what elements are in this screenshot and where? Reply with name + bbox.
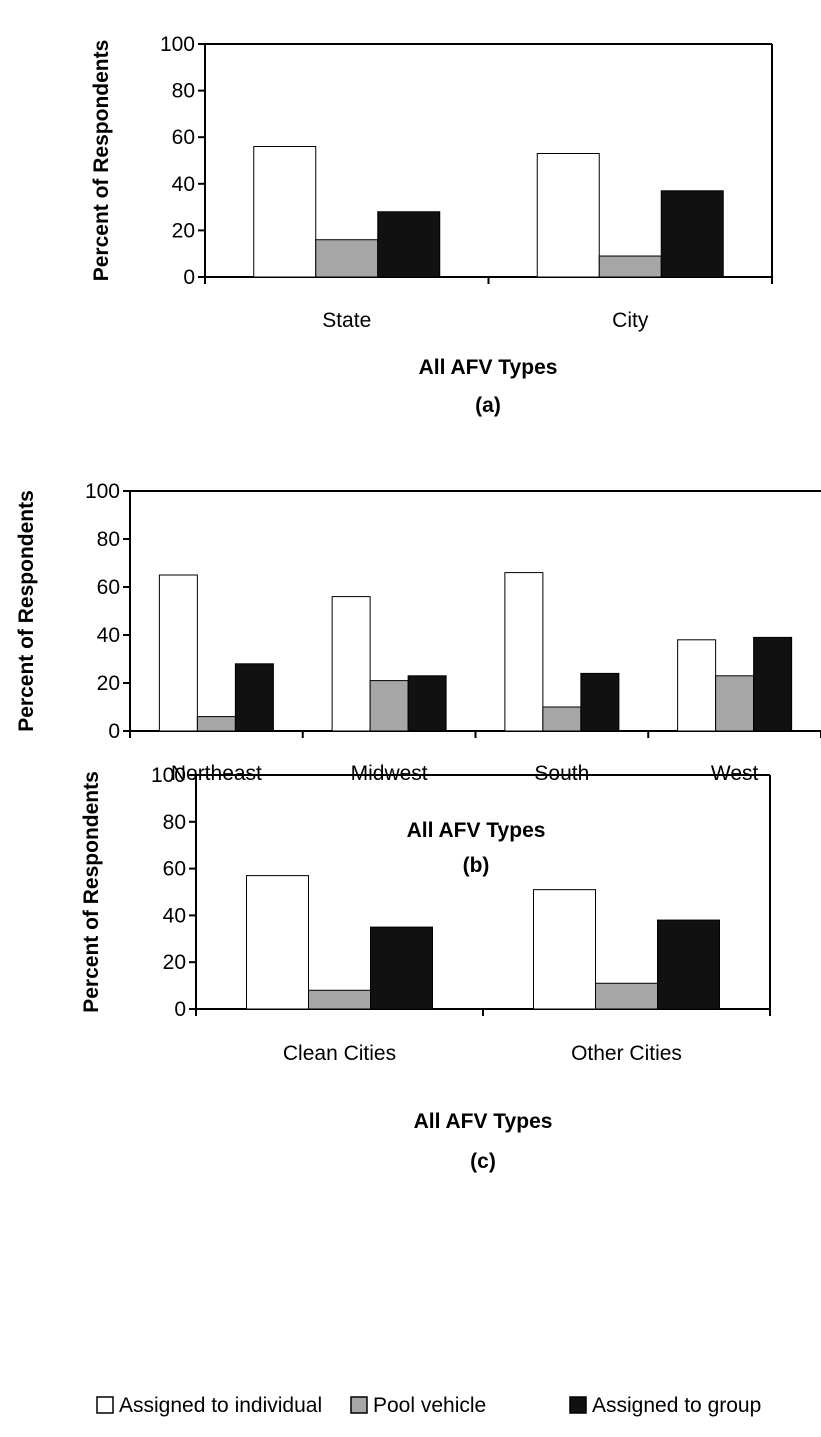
x-category-label: City xyxy=(612,309,649,332)
bar-pool-northeast xyxy=(196,716,236,732)
y-axis-label: Percent of Respondents xyxy=(15,490,38,732)
bar-group-city xyxy=(660,190,724,278)
chart-panel-c: 0 20 40 60 80 100 Clean Cities Other Cities Perc… xyxy=(80,764,771,1173)
y-tick-label: 40 xyxy=(97,624,120,647)
x-category-label: Other Cities xyxy=(571,1042,682,1065)
panel-label: (a) xyxy=(475,394,501,417)
y-axis-label: Percent of Respondents xyxy=(90,40,113,282)
bar-pool-south xyxy=(542,706,582,732)
bar-individual-state xyxy=(253,146,317,278)
y-tick-label: 20 xyxy=(163,951,186,974)
y-tick-label: 40 xyxy=(172,173,195,196)
bar-individual-midwest xyxy=(331,596,371,732)
bar-pool-city xyxy=(598,255,662,278)
bar-individual-northeast xyxy=(158,574,198,732)
legend: Assigned to individual Pool vehicle Assign… xyxy=(96,1394,761,1417)
bar-individual-south xyxy=(504,572,544,732)
panel-label: (b) xyxy=(463,854,490,877)
bar-pool-other-cities xyxy=(595,982,658,1010)
y-tick-label: 40 xyxy=(163,904,186,927)
x-category-label: Clean Cities xyxy=(283,1042,396,1065)
y-tick-label: 80 xyxy=(97,528,120,551)
legend-swatch-pool xyxy=(350,1396,368,1414)
x-category-label: South xyxy=(534,762,589,785)
legend-swatch-group xyxy=(569,1396,587,1414)
chart-panel-a: 0 20 40 60 80 100 State City Percent of Responde… xyxy=(90,33,773,417)
y-tick-label: 0 xyxy=(108,720,120,743)
y-tick-label: 60 xyxy=(163,858,186,881)
bar-individual-other-cities xyxy=(533,889,596,1010)
bar-group-midwest xyxy=(407,675,447,732)
x-category-label: West xyxy=(711,762,759,785)
y-tick-label: 100 xyxy=(151,764,186,787)
panel-label: (c) xyxy=(470,1150,496,1173)
bar-pool-west xyxy=(715,675,755,732)
x-category-label: State xyxy=(322,309,371,332)
bar-group-state xyxy=(377,211,441,278)
bar-pool-midwest xyxy=(369,680,409,732)
y-tick-label: 0 xyxy=(183,266,195,289)
x-axis-label: All AFV Types xyxy=(414,1110,553,1133)
y-tick-label: 0 xyxy=(174,998,186,1021)
bar-group-south xyxy=(580,672,620,732)
y-axis-label: Percent of Respondents xyxy=(80,771,103,1013)
bar-pool-state xyxy=(315,239,379,278)
bar-group-northeast xyxy=(234,663,274,732)
bar-group-other-cities xyxy=(657,919,720,1010)
y-tick-label: 100 xyxy=(160,33,195,56)
y-tick-label: 80 xyxy=(163,811,186,834)
x-category-label: Northeast xyxy=(171,762,262,785)
legend-label-group: Assigned to group xyxy=(592,1394,761,1417)
bar-group-west xyxy=(753,636,793,732)
y-tick-label: 80 xyxy=(172,80,195,103)
bar-individual-clean-cities xyxy=(246,875,309,1010)
bar-pool-clean-cities xyxy=(308,989,371,1010)
legend-label-individual: Assigned to individual xyxy=(119,1394,322,1417)
x-axis-label: All AFV Types xyxy=(407,819,546,842)
y-tick-label: 20 xyxy=(172,219,195,242)
y-tick-label: 20 xyxy=(97,672,120,695)
y-tick-label: 60 xyxy=(97,576,120,599)
x-axis-label: All AFV Types xyxy=(419,356,558,379)
y-tick-label: 100 xyxy=(85,480,120,503)
y-tick-label: 60 xyxy=(172,126,195,149)
legend-swatch-individual xyxy=(96,1396,114,1414)
bar-individual-west xyxy=(677,639,717,732)
bar-individual-city xyxy=(536,153,600,278)
bar-group-clean-cities xyxy=(370,926,433,1010)
legend-label-pool: Pool vehicle xyxy=(373,1394,486,1417)
x-category-label: Midwest xyxy=(351,762,428,785)
